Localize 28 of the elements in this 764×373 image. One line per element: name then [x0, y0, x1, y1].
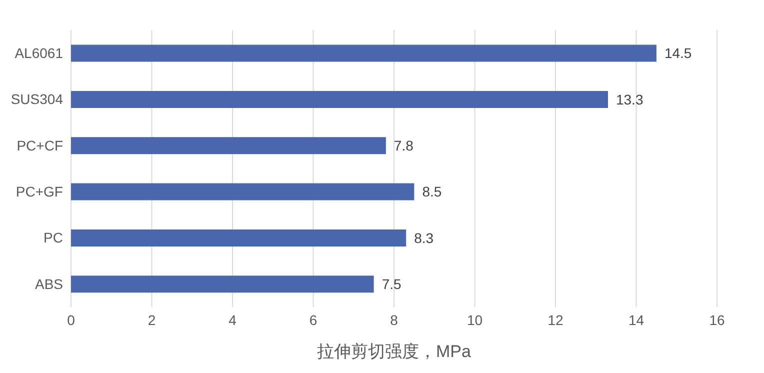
data-label: 7.8: [394, 138, 414, 154]
y-tick-label: ABS: [34, 276, 63, 292]
x-tick-label: 16: [709, 312, 725, 328]
data-label: 14.5: [664, 45, 692, 62]
x-tick-label: 6: [309, 312, 318, 328]
x-tick-label: 8: [390, 312, 398, 328]
y-tick-label: PC+CF: [16, 137, 63, 154]
data-label: 8.5: [422, 184, 442, 200]
y-tick-label: AL6061: [14, 45, 64, 62]
x-tick-label: 10: [466, 312, 483, 328]
x-tick-label: 4: [228, 312, 237, 328]
x-tick-label: 14: [628, 312, 644, 328]
x-tick-label: 2: [148, 312, 156, 328]
y-tick-label: SUS304: [10, 91, 64, 108]
x-tick-label: 12: [548, 312, 564, 328]
y-tick-label: PC: [44, 230, 63, 246]
bar: [71, 44, 656, 62]
data-label: 8.3: [414, 230, 434, 246]
x-axis-title: 拉伸剪切强度，MPa: [317, 342, 472, 361]
y-tick-label: PC+GF: [16, 184, 63, 200]
x-tick-label: 0: [67, 312, 76, 328]
bar: [71, 90, 608, 108]
data-label: 7.5: [382, 276, 402, 292]
bar: [71, 276, 374, 293]
data-label: 13.3: [616, 91, 644, 108]
bar: [71, 229, 406, 246]
bar: [71, 137, 386, 154]
bar: [71, 183, 414, 200]
